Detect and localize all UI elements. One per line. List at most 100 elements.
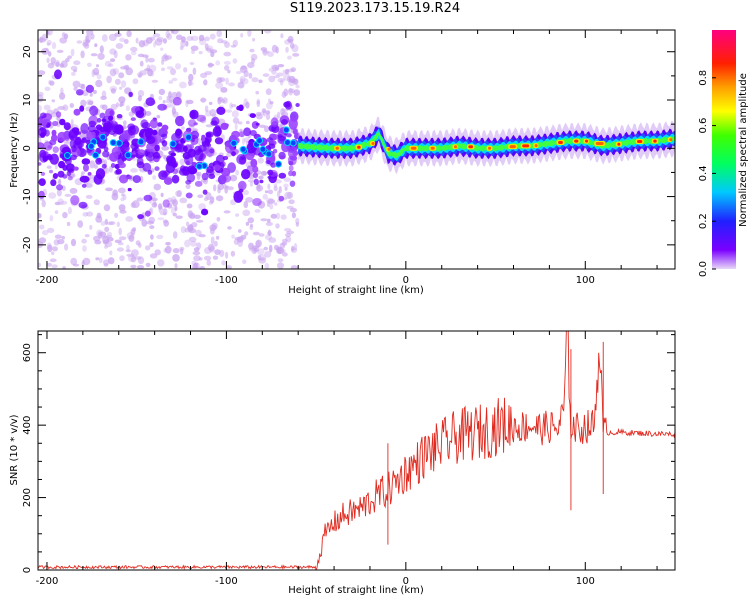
noise-blob	[219, 249, 225, 257]
noise-blob	[130, 202, 136, 208]
noise-blob	[192, 266, 200, 269]
noise-blob	[171, 91, 178, 99]
noise-blob	[203, 255, 212, 261]
noise-blob	[172, 199, 178, 207]
noise-blob	[145, 262, 151, 267]
noise-blob	[121, 100, 125, 107]
y-tick-label: 0	[22, 145, 33, 151]
noise-blob	[38, 262, 41, 268]
noise-blob	[70, 119, 74, 127]
noise-blob	[263, 246, 269, 251]
noise-blob	[67, 206, 72, 215]
noise-blob	[122, 120, 127, 126]
noise-blob	[49, 258, 57, 263]
noise-blob	[245, 221, 250, 226]
noise-blob	[280, 214, 287, 220]
signal-blob	[124, 151, 132, 159]
trace-band	[298, 132, 675, 159]
noise-blob	[163, 38, 167, 44]
noise-blob	[243, 201, 249, 209]
noise-blob	[170, 206, 176, 215]
noise-blob	[135, 37, 139, 44]
snr-marks	[38, 331, 675, 570]
signal-blob	[145, 97, 156, 107]
trace-hotspot-core	[357, 145, 361, 149]
noise-blob	[153, 41, 157, 48]
noise-blob	[118, 227, 122, 236]
noise-blob	[247, 179, 256, 183]
signal-blob	[95, 168, 106, 180]
noise-blob	[171, 196, 177, 204]
x-tick-label: 100	[576, 275, 595, 286]
noise-blob	[93, 235, 101, 242]
noise-blob	[267, 218, 271, 223]
x-tick-label: -200	[36, 576, 59, 587]
signal-blob	[57, 131, 67, 142]
noise-blob	[84, 234, 90, 238]
noise-blob	[286, 230, 295, 235]
noise-blob	[234, 123, 238, 131]
noise-blob	[139, 60, 144, 67]
signal-blob	[50, 179, 57, 187]
signal-blob	[221, 174, 232, 183]
noise-blob	[79, 83, 84, 89]
noise-blob	[269, 101, 274, 105]
noise-blob	[69, 103, 75, 108]
trace-hotspot-core	[430, 146, 435, 150]
noise-blob	[264, 190, 269, 194]
signal-blob	[157, 122, 163, 127]
signal-blob	[80, 123, 89, 134]
noise-blob	[264, 251, 272, 258]
signal-blob	[186, 173, 196, 183]
noise-blob	[154, 38, 163, 46]
noise-blob	[47, 227, 55, 234]
noise-blob	[204, 43, 209, 50]
signal-blob	[222, 155, 229, 161]
signal-blob	[188, 166, 198, 175]
signal-blob	[115, 168, 122, 175]
noise-blob	[207, 243, 215, 251]
trace-hotspot-core	[454, 145, 457, 149]
x-tick-label: -200	[36, 275, 59, 286]
x-tick-label: -100	[215, 576, 238, 587]
noise-blob	[160, 47, 164, 51]
signal-blob	[64, 157, 72, 165]
noise-blob	[281, 238, 288, 243]
noise-blob	[137, 53, 145, 58]
trace-hotspot-core	[585, 139, 588, 143]
signal-blob	[208, 173, 216, 180]
noise-blob	[285, 46, 289, 53]
noise-blob	[46, 262, 52, 267]
noise-blob	[58, 178, 62, 185]
noise-blob	[258, 79, 263, 84]
noise-blob	[49, 215, 54, 222]
noise-blob	[175, 63, 181, 70]
signal-blob	[204, 135, 212, 144]
noise-blob	[276, 212, 281, 220]
noise-blob	[190, 35, 199, 41]
signal-blob	[88, 120, 97, 128]
noise-blob	[81, 238, 87, 244]
signal-blob	[270, 117, 279, 128]
noise-blob	[123, 64, 128, 70]
noise-blob	[172, 231, 178, 239]
noise-blob	[197, 194, 204, 198]
signal-blob	[209, 148, 215, 154]
noise-blob	[253, 247, 260, 252]
noise-blob	[119, 37, 126, 42]
spectrogram-marks	[38, 30, 675, 269]
signal-blob	[145, 136, 156, 144]
signal-blob	[99, 112, 106, 119]
noise-blob	[262, 193, 268, 200]
noise-blob	[179, 45, 184, 51]
signal-blob	[189, 143, 194, 150]
y-tick-label: 200	[22, 488, 33, 507]
signal-blob	[231, 130, 241, 138]
trace-hotspot-core	[387, 147, 391, 151]
noise-blob	[198, 38, 207, 46]
noise-blob	[195, 229, 202, 237]
signal-blob	[75, 89, 84, 96]
noise-blob	[73, 60, 81, 65]
colorbar-tick-label: 0.2	[698, 213, 709, 229]
noise-blob	[138, 74, 142, 78]
